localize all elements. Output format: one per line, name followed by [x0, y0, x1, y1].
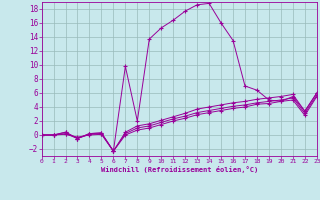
X-axis label: Windchill (Refroidissement éolien,°C): Windchill (Refroidissement éolien,°C) [100, 166, 258, 173]
